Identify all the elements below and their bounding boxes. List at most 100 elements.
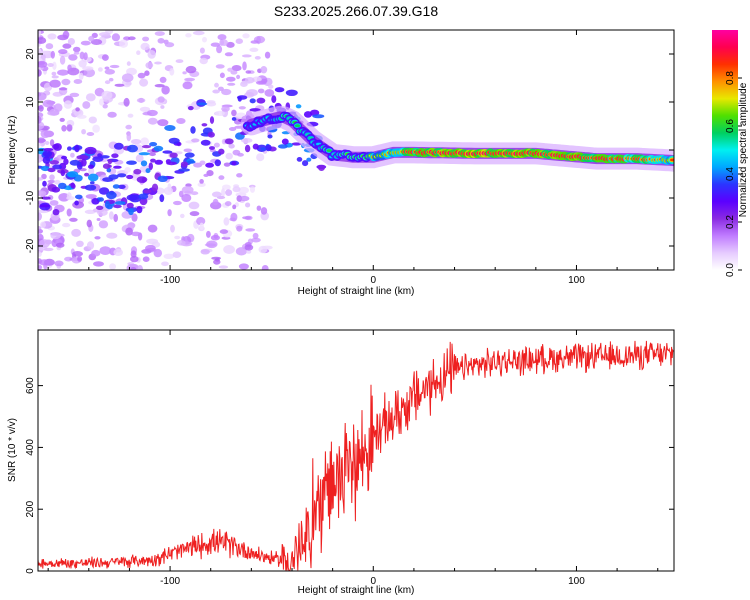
spectrogram-noise-blob bbox=[38, 190, 47, 197]
spectrogram-noise-blob bbox=[235, 38, 243, 44]
colorbar-ticks: 0.0 0.2 0.4 0.6 0.8 bbox=[725, 71, 742, 277]
spectrogram-noise-blob bbox=[157, 96, 165, 103]
spectrogram-noise-blob bbox=[38, 226, 42, 230]
spectrogram-noise-blob bbox=[72, 251, 83, 257]
spectrogram-noise-blob bbox=[231, 109, 237, 117]
spectrogram-noise-blob bbox=[88, 116, 98, 124]
spectrogram-noise-blob bbox=[219, 72, 225, 79]
spectrogram-noise-blob bbox=[126, 132, 132, 142]
spectrogram-noise-blob bbox=[188, 201, 200, 210]
spectrogram-noise-blob bbox=[169, 68, 175, 76]
spectrogram-signal-blob bbox=[244, 144, 251, 153]
spectrogram-noise-blob bbox=[38, 228, 43, 234]
spectrogram-noise-blob bbox=[161, 85, 170, 95]
spectrogram-signal-blob bbox=[252, 143, 259, 150]
spectrogram-signal-blob bbox=[53, 143, 62, 151]
spectrogram-noise-blob bbox=[139, 106, 151, 112]
spectrogram-noise-blob bbox=[219, 229, 229, 234]
spectrogram-noise-blob bbox=[170, 224, 175, 233]
spectrogram-noise-blob bbox=[40, 221, 46, 229]
spectrogram-noise-blob bbox=[206, 240, 218, 249]
spectrogram-xtick-label: 0 bbox=[370, 275, 376, 286]
spectrogram-noise-blob bbox=[213, 142, 220, 148]
spectrogram-signal-blob bbox=[218, 148, 225, 155]
spectrogram-noise-blob bbox=[226, 76, 236, 82]
spectrogram-signal-blob bbox=[47, 167, 56, 173]
spectrogram-noise-blob bbox=[242, 216, 252, 220]
spectrogram-noise-blob bbox=[126, 67, 137, 76]
spectrogram-ylabel: Frequency (Hz) bbox=[7, 116, 18, 185]
spectrogram-noise-blob bbox=[58, 87, 68, 91]
spectrogram-noise-blob bbox=[59, 117, 65, 122]
spectrogram-signal-blob bbox=[112, 184, 120, 189]
snr-axes: -100 0 100 0 200 400 600 bbox=[25, 330, 674, 587]
spectrogram-noise-blob bbox=[137, 265, 143, 270]
spectrogram-noise-blob bbox=[199, 222, 204, 230]
spectrogram-noise-blob bbox=[83, 52, 88, 61]
spectrogram-noise-blob bbox=[107, 111, 117, 118]
spectrogram-signal-blob bbox=[209, 146, 215, 150]
spectrogram-noise-blob bbox=[202, 36, 207, 43]
spectrogram-noise-blob bbox=[38, 177, 44, 181]
spectrogram-signal-blob bbox=[75, 194, 83, 200]
spectrogram-noise-blob bbox=[199, 57, 208, 65]
spectrogram-noise-blob bbox=[196, 217, 206, 226]
spectrogram-signal-blob bbox=[74, 200, 79, 206]
spectrogram-noise-blob bbox=[38, 116, 42, 124]
spectrogram-signal-blob bbox=[66, 171, 79, 178]
spectrogram-signal-blob bbox=[178, 168, 191, 172]
spectrogram-noise-blob bbox=[135, 154, 144, 163]
spectrogram-noise-blob bbox=[73, 46, 81, 53]
spectrogram-signal-blob bbox=[58, 182, 67, 190]
spectrogram-noise-blob bbox=[212, 198, 219, 206]
spectrogram-signal-blob bbox=[98, 187, 110, 195]
spectrogram-noise-blob bbox=[70, 152, 75, 158]
spectrogram-noise-blob bbox=[67, 64, 72, 72]
spectrogram-noise-blob bbox=[69, 92, 80, 98]
spectrogram-signal-blob bbox=[136, 176, 148, 184]
spectrogram-noise-blob bbox=[142, 111, 152, 116]
spectrogram-signal-blob bbox=[107, 159, 113, 165]
spectrogram-signal-blob bbox=[166, 161, 178, 166]
spectrogram-noise-blob bbox=[145, 244, 156, 252]
spectrogram-signal-blob bbox=[274, 87, 285, 93]
spectrogram-noise-blob bbox=[41, 173, 47, 180]
spectrogram-signal-blob bbox=[108, 174, 119, 180]
snr-series-line bbox=[38, 340, 674, 571]
spectrogram-signal-blob bbox=[126, 174, 134, 180]
spectrogram-signal-blob bbox=[42, 156, 51, 164]
spectrogram-ytick-label: 0 bbox=[25, 147, 36, 153]
spectrogram-signal-blob bbox=[42, 180, 47, 187]
spectrogram-signal-blob bbox=[126, 202, 134, 209]
spectrogram-noise-blob bbox=[98, 220, 109, 229]
spectrogram-noise-blob bbox=[256, 205, 262, 211]
spectrogram-noise-blob bbox=[225, 152, 233, 160]
spectrogram-noise-blob bbox=[240, 81, 248, 87]
spectrogram-noise-blob bbox=[218, 175, 225, 180]
spectrogram-noise-blob bbox=[214, 110, 225, 116]
spectrogram-noise-blob bbox=[43, 247, 54, 252]
spectrogram-signal-blob bbox=[187, 160, 196, 164]
spectrogram-noise-blob bbox=[47, 63, 54, 67]
spectrogram-noise-blob bbox=[127, 36, 136, 41]
spectrogram-noise-blob bbox=[71, 228, 81, 237]
spectrogram-noise-blob bbox=[111, 33, 120, 42]
spectrogram-signal-blob bbox=[39, 204, 50, 208]
spectrogram-signal-blob bbox=[100, 155, 110, 159]
spectrogram-signal-blob bbox=[42, 150, 53, 157]
spectrogram-signal-blob bbox=[201, 123, 208, 127]
spectrogram-signal-blob bbox=[150, 158, 156, 163]
spectrogram-signal-blob bbox=[296, 157, 303, 162]
spectrogram-noise-blob bbox=[260, 66, 268, 74]
spectrogram-noise-blob bbox=[109, 64, 120, 69]
spectrogram-signal-blob bbox=[277, 144, 288, 149]
spectrogram-noise-blob bbox=[38, 251, 42, 257]
spectrogram-noise-blob bbox=[163, 253, 175, 259]
spectrogram-noise-blob bbox=[252, 232, 259, 240]
spectrogram-noise-blob bbox=[214, 82, 219, 88]
spectrogram-signal-blob bbox=[52, 209, 60, 216]
spectrogram-noise-blob bbox=[66, 192, 72, 200]
spectrogram-signal-blob bbox=[76, 155, 89, 160]
